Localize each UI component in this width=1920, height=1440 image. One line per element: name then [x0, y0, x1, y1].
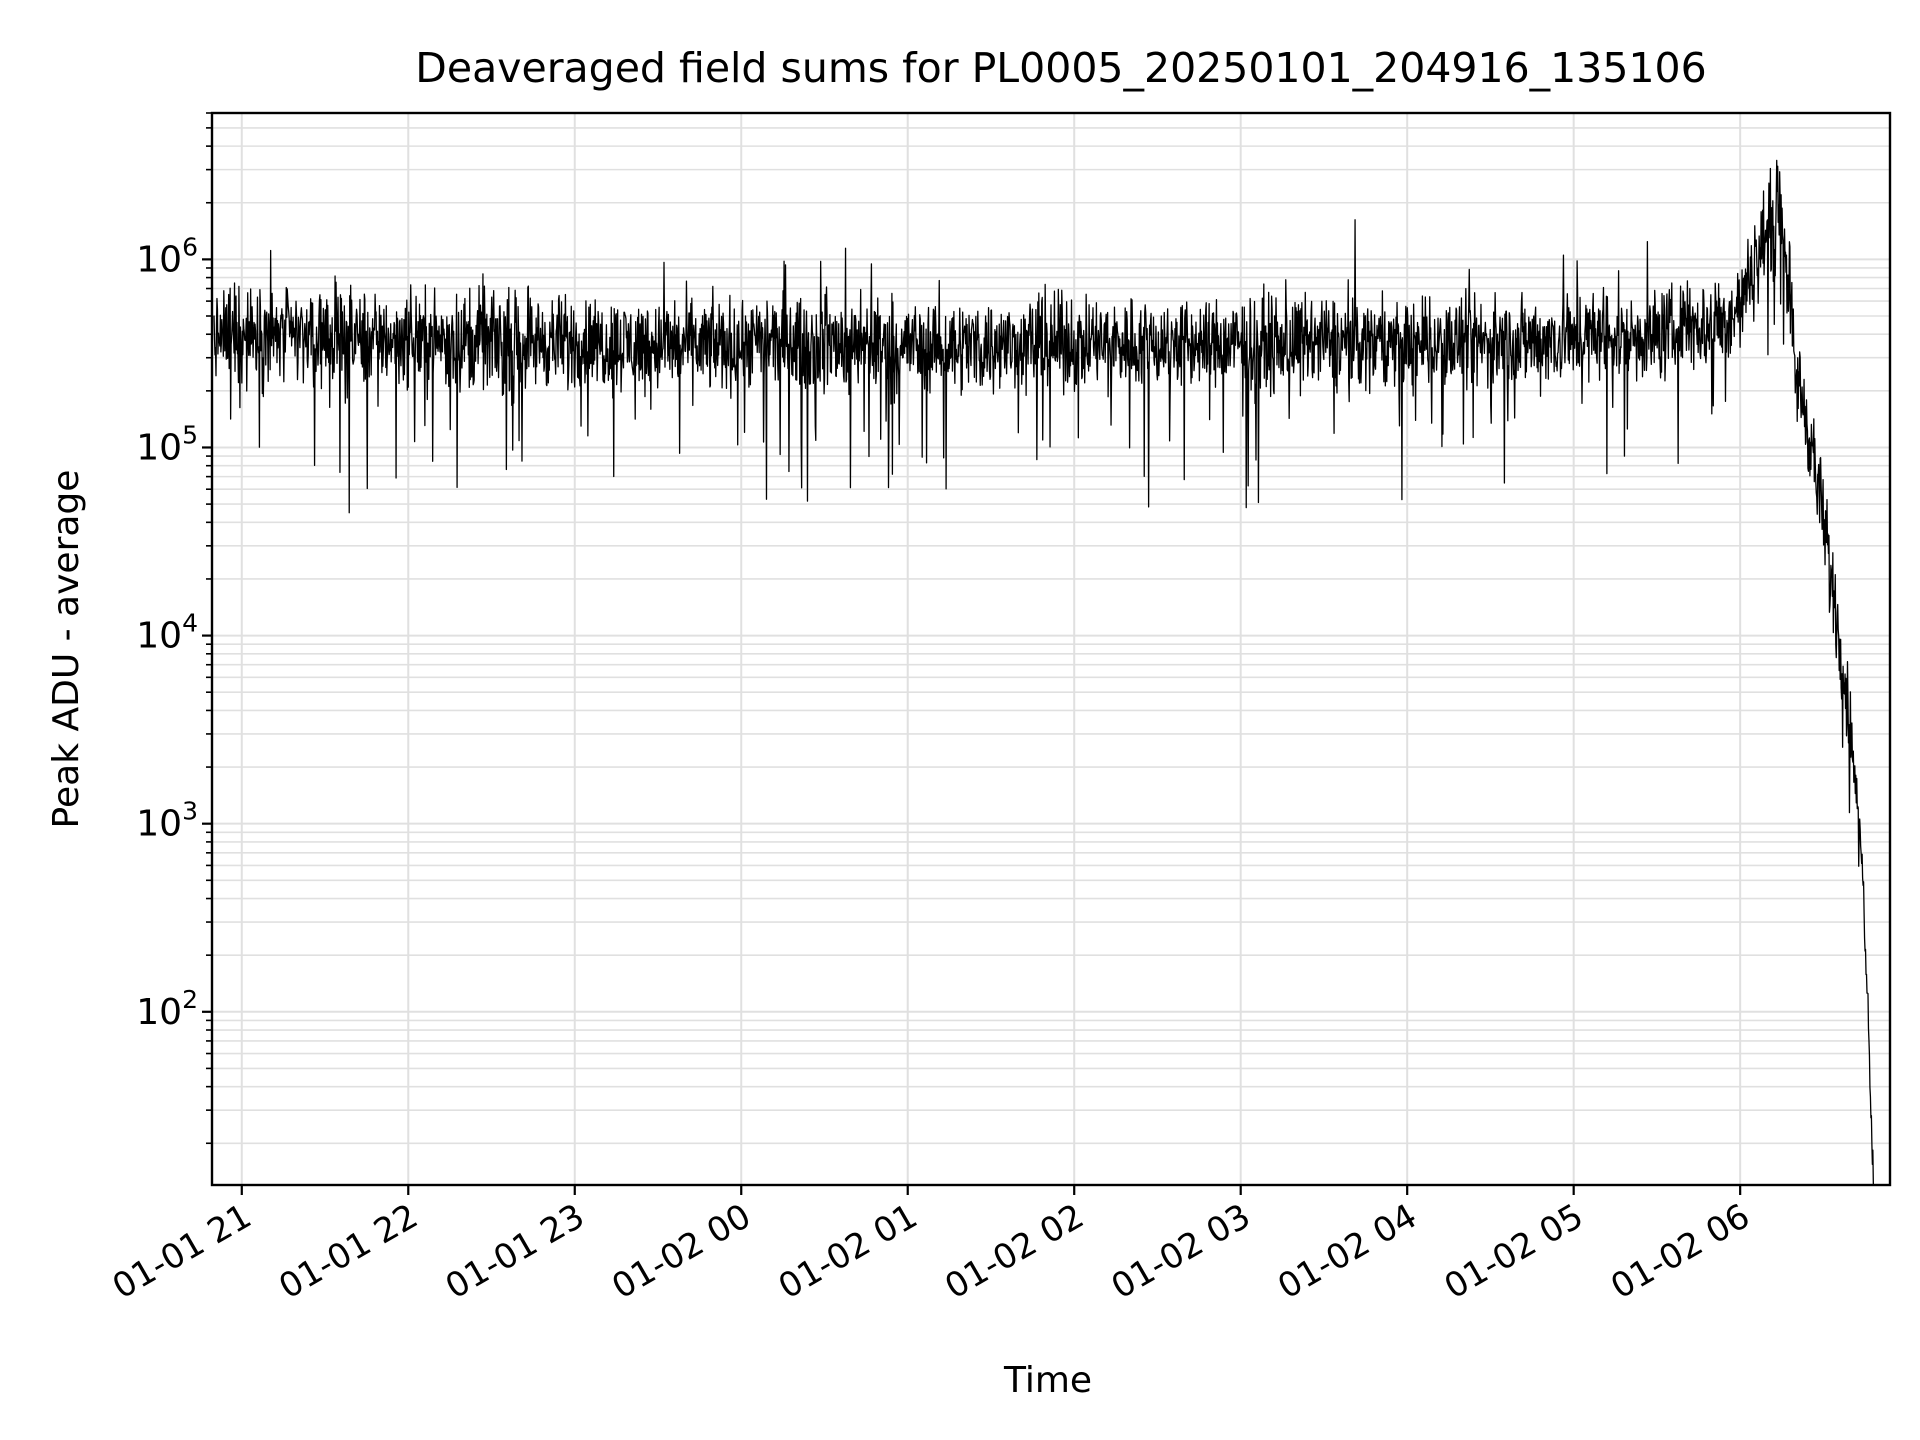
- y-axis-label: Peak ADU - average: [46, 470, 87, 829]
- plot-frame: [210, 111, 1892, 1187]
- y-tick-label: 106: [136, 232, 198, 280]
- x-tick-label: 01-01 22: [272, 1196, 424, 1307]
- data-series: [213, 159, 1874, 1186]
- y-tick-label: 104: [136, 609, 198, 657]
- series-line: [213, 159, 1874, 1186]
- chart-title: Deaveraged field sums for PL0005_2025010…: [415, 44, 1706, 92]
- y-tick-label: 105: [136, 420, 198, 468]
- x-tick-label: 01-02 04: [1271, 1196, 1423, 1307]
- x-tick-label: 01-02 00: [605, 1196, 757, 1307]
- x-tick-label: 01-02 06: [1604, 1196, 1756, 1307]
- y-tick-label: 103: [136, 797, 198, 845]
- x-tick-label: 01-01 21: [106, 1196, 258, 1307]
- y-axis: 102 103 104 105 106: [136, 112, 212, 1145]
- x-tick-label: 01-02 03: [1105, 1196, 1257, 1307]
- x-tick-label: 01-02 05: [1438, 1196, 1590, 1307]
- grid: [212, 112, 1890, 1185]
- x-axis: 01-01 21 01-01 22 01-01 23 01-02 00 01-02 01…: [106, 1185, 1757, 1307]
- x-tick-label: 01-01 23: [439, 1196, 591, 1307]
- y-tick-label: 102: [136, 985, 198, 1033]
- x-tick-label: 01-02 01: [772, 1196, 924, 1307]
- x-axis-label: Time: [1003, 1360, 1092, 1401]
- x-tick-label: 01-02 02: [938, 1196, 1090, 1307]
